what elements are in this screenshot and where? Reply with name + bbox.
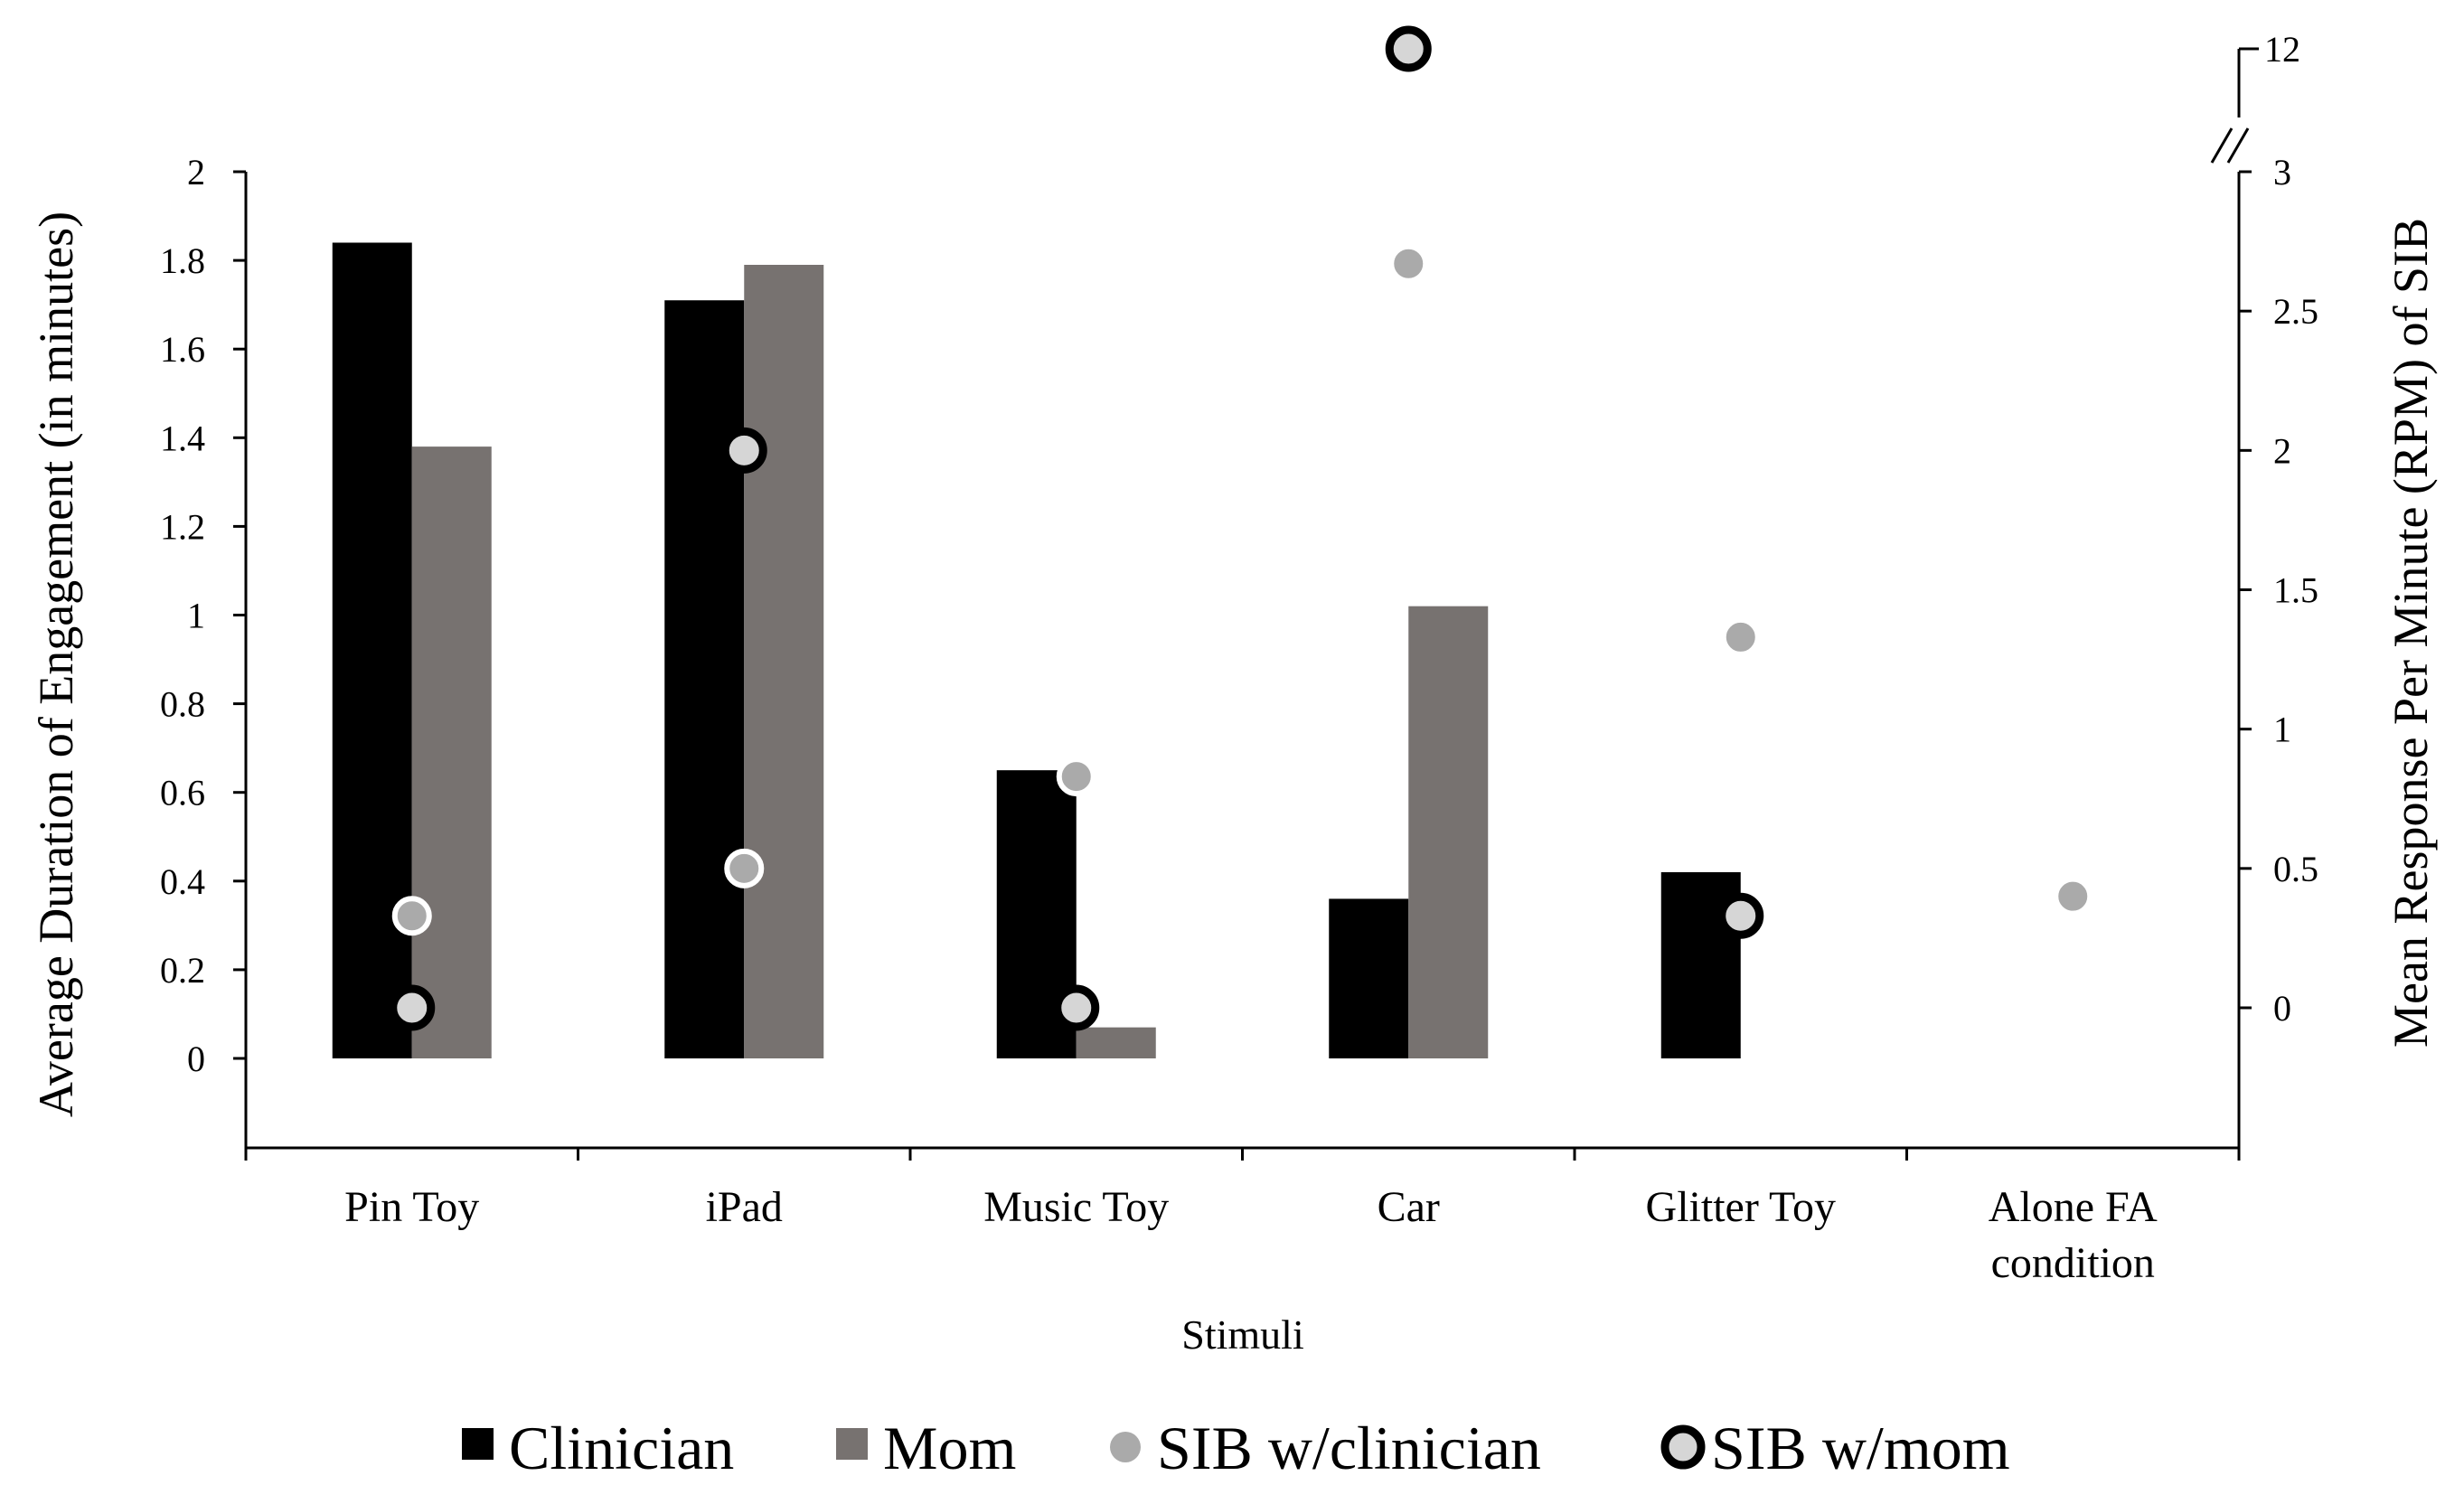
point-sib-mom <box>720 427 767 474</box>
legend-item-clinician: Clinician <box>462 1414 734 1482</box>
legend-label-clinician: Clinician <box>509 1414 734 1482</box>
point-sib-mom <box>1053 984 1100 1031</box>
legend-item-mom: Mom <box>836 1414 1016 1482</box>
x-tick-label: Music Toy <box>983 1183 1169 1231</box>
y2-tick-label: 2 <box>2273 430 2291 471</box>
point-sib-mom <box>1717 892 1764 939</box>
y2-tick-label: 3 <box>2273 152 2291 193</box>
point-sib-clinician <box>1388 243 1429 284</box>
x-tick-label: condition <box>1991 1239 2155 1287</box>
y-tick-label: 0.4 <box>160 861 205 902</box>
y-tick-label: 1.2 <box>160 506 205 547</box>
x-axis-title: Stimuli <box>1181 1311 1303 1358</box>
legend-item-sib-mom: SIB w/mom <box>1660 1414 2010 1482</box>
legend-marker-sib-clinician <box>1110 1432 1141 1462</box>
y-tick-label: 0 <box>187 1039 205 1079</box>
bar-clinician <box>1329 898 1409 1058</box>
legend-item-sib-clinician: SIB w/clinician <box>1110 1414 1541 1482</box>
y-tick-label: 1.8 <box>160 240 205 281</box>
y-tick-label: 1 <box>187 596 205 636</box>
bar-clinician <box>332 242 412 1059</box>
legend-label-mom: Mom <box>883 1414 1016 1482</box>
legend-label-sib-mom: SIB w/mom <box>1711 1414 2010 1482</box>
y-tick-label: 0.2 <box>160 950 205 991</box>
y-tick-label: 0.6 <box>160 773 205 813</box>
point-sib-mom <box>389 984 436 1031</box>
y2-tick-label: 1 <box>2273 710 2291 750</box>
y2-tick-label: 2.5 <box>2273 291 2318 332</box>
bar-clinician <box>664 300 745 1058</box>
legend-swatch-clinician <box>462 1428 494 1460</box>
y2-axis-title: Mean Response Per Minute (RPM) of SIB <box>2384 218 2438 1048</box>
x-tick-label: Pin Toy <box>344 1183 479 1231</box>
plot-area: 0 0.2 0.4 0.6 0.8 1 1.2 1.4 1.6 1.8 2 0 0.5 1 1.5 2 2.5 3… <box>160 25 2318 1287</box>
y2-tick-label: 12 <box>2264 29 2300 70</box>
x-tick-label: Alone FA <box>1989 1183 2158 1231</box>
y-tick-label: 2 <box>187 152 205 193</box>
y-tick-label: 1.6 <box>160 329 205 370</box>
legend-marker-sib-mom <box>1660 1424 1706 1470</box>
axis-break-mark <box>2226 127 2250 164</box>
bar-mom <box>744 265 824 1058</box>
legend: Clinician Mom SIB w/clinician SIB w/mom <box>462 1414 2010 1482</box>
point-sib-clinician <box>724 848 765 888</box>
y-tick-label: 0.8 <box>160 684 205 725</box>
bar-mom <box>411 446 492 1058</box>
point-sib-mom <box>1385 25 1432 72</box>
x-tick-label: iPad <box>706 1183 783 1231</box>
bar-mom <box>1076 1027 1156 1058</box>
y2-tick-label: 0 <box>2273 988 2291 1029</box>
legend-swatch-mom <box>836 1428 868 1460</box>
point-sib-clinician <box>391 896 432 936</box>
axis-break-mark <box>2210 127 2234 164</box>
point-sib-clinician <box>1720 616 1761 657</box>
point-sib-clinician <box>2053 876 2093 916</box>
x-tick-label: Glitter Toy <box>1646 1183 1836 1231</box>
legend-label-sib-clinician: SIB w/clinician <box>1157 1414 1541 1482</box>
y2-tick-label: 0.5 <box>2273 849 2318 889</box>
x-tick-label: Car <box>1378 1183 1440 1231</box>
y-tick-label: 1.4 <box>160 418 205 458</box>
bar-mom <box>1408 606 1489 1058</box>
y2-tick-label: 1.5 <box>2273 570 2318 611</box>
y-axis-title: Average Duration of Engagement (in minut… <box>29 212 83 1117</box>
point-sib-clinician <box>1056 757 1096 797</box>
